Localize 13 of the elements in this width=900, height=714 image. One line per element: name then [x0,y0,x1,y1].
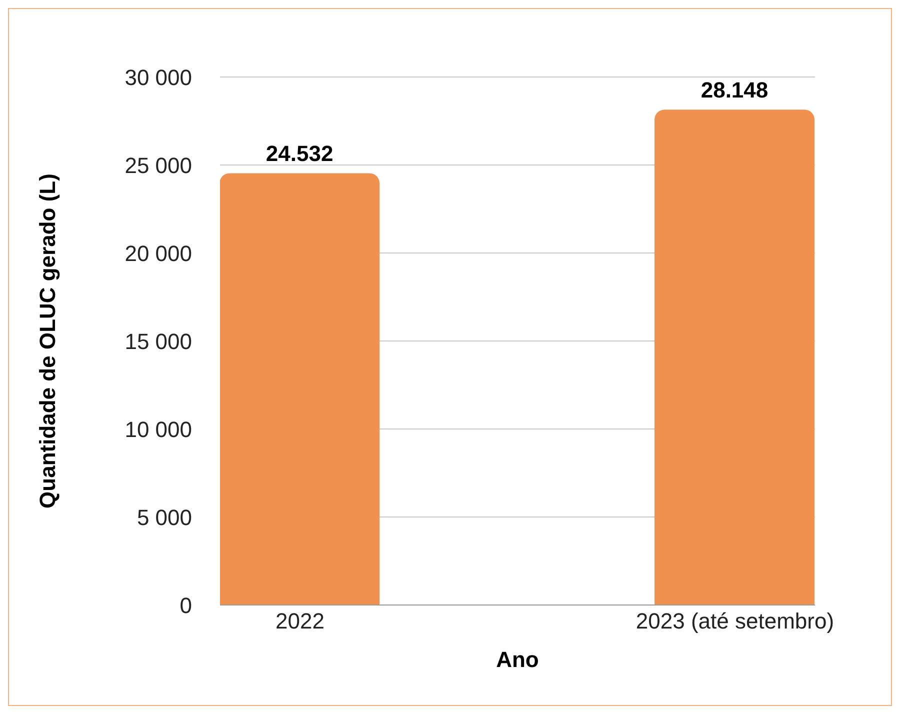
y-axis-title: Quantidade de OLUC gerado (L) [34,174,60,508]
y-tick-label: 15 000 [124,328,192,354]
x-tick-label: 2022 [276,608,325,634]
y-tick-label: 0 [180,592,192,618]
y-tick-label: 20 000 [124,240,192,266]
y-tick-label: 10 000 [124,416,192,442]
x-tick-label: 2023 (até setembro) [636,608,834,634]
data-label: 28.148 [700,78,768,103]
y-tick-label: 5 000 [136,504,192,530]
y-tick-label: 30 000 [124,64,192,90]
x-axis-title: Ano [496,647,539,672]
y-tick-label: 25 000 [124,152,192,178]
data-label: 24.532 [266,141,334,166]
